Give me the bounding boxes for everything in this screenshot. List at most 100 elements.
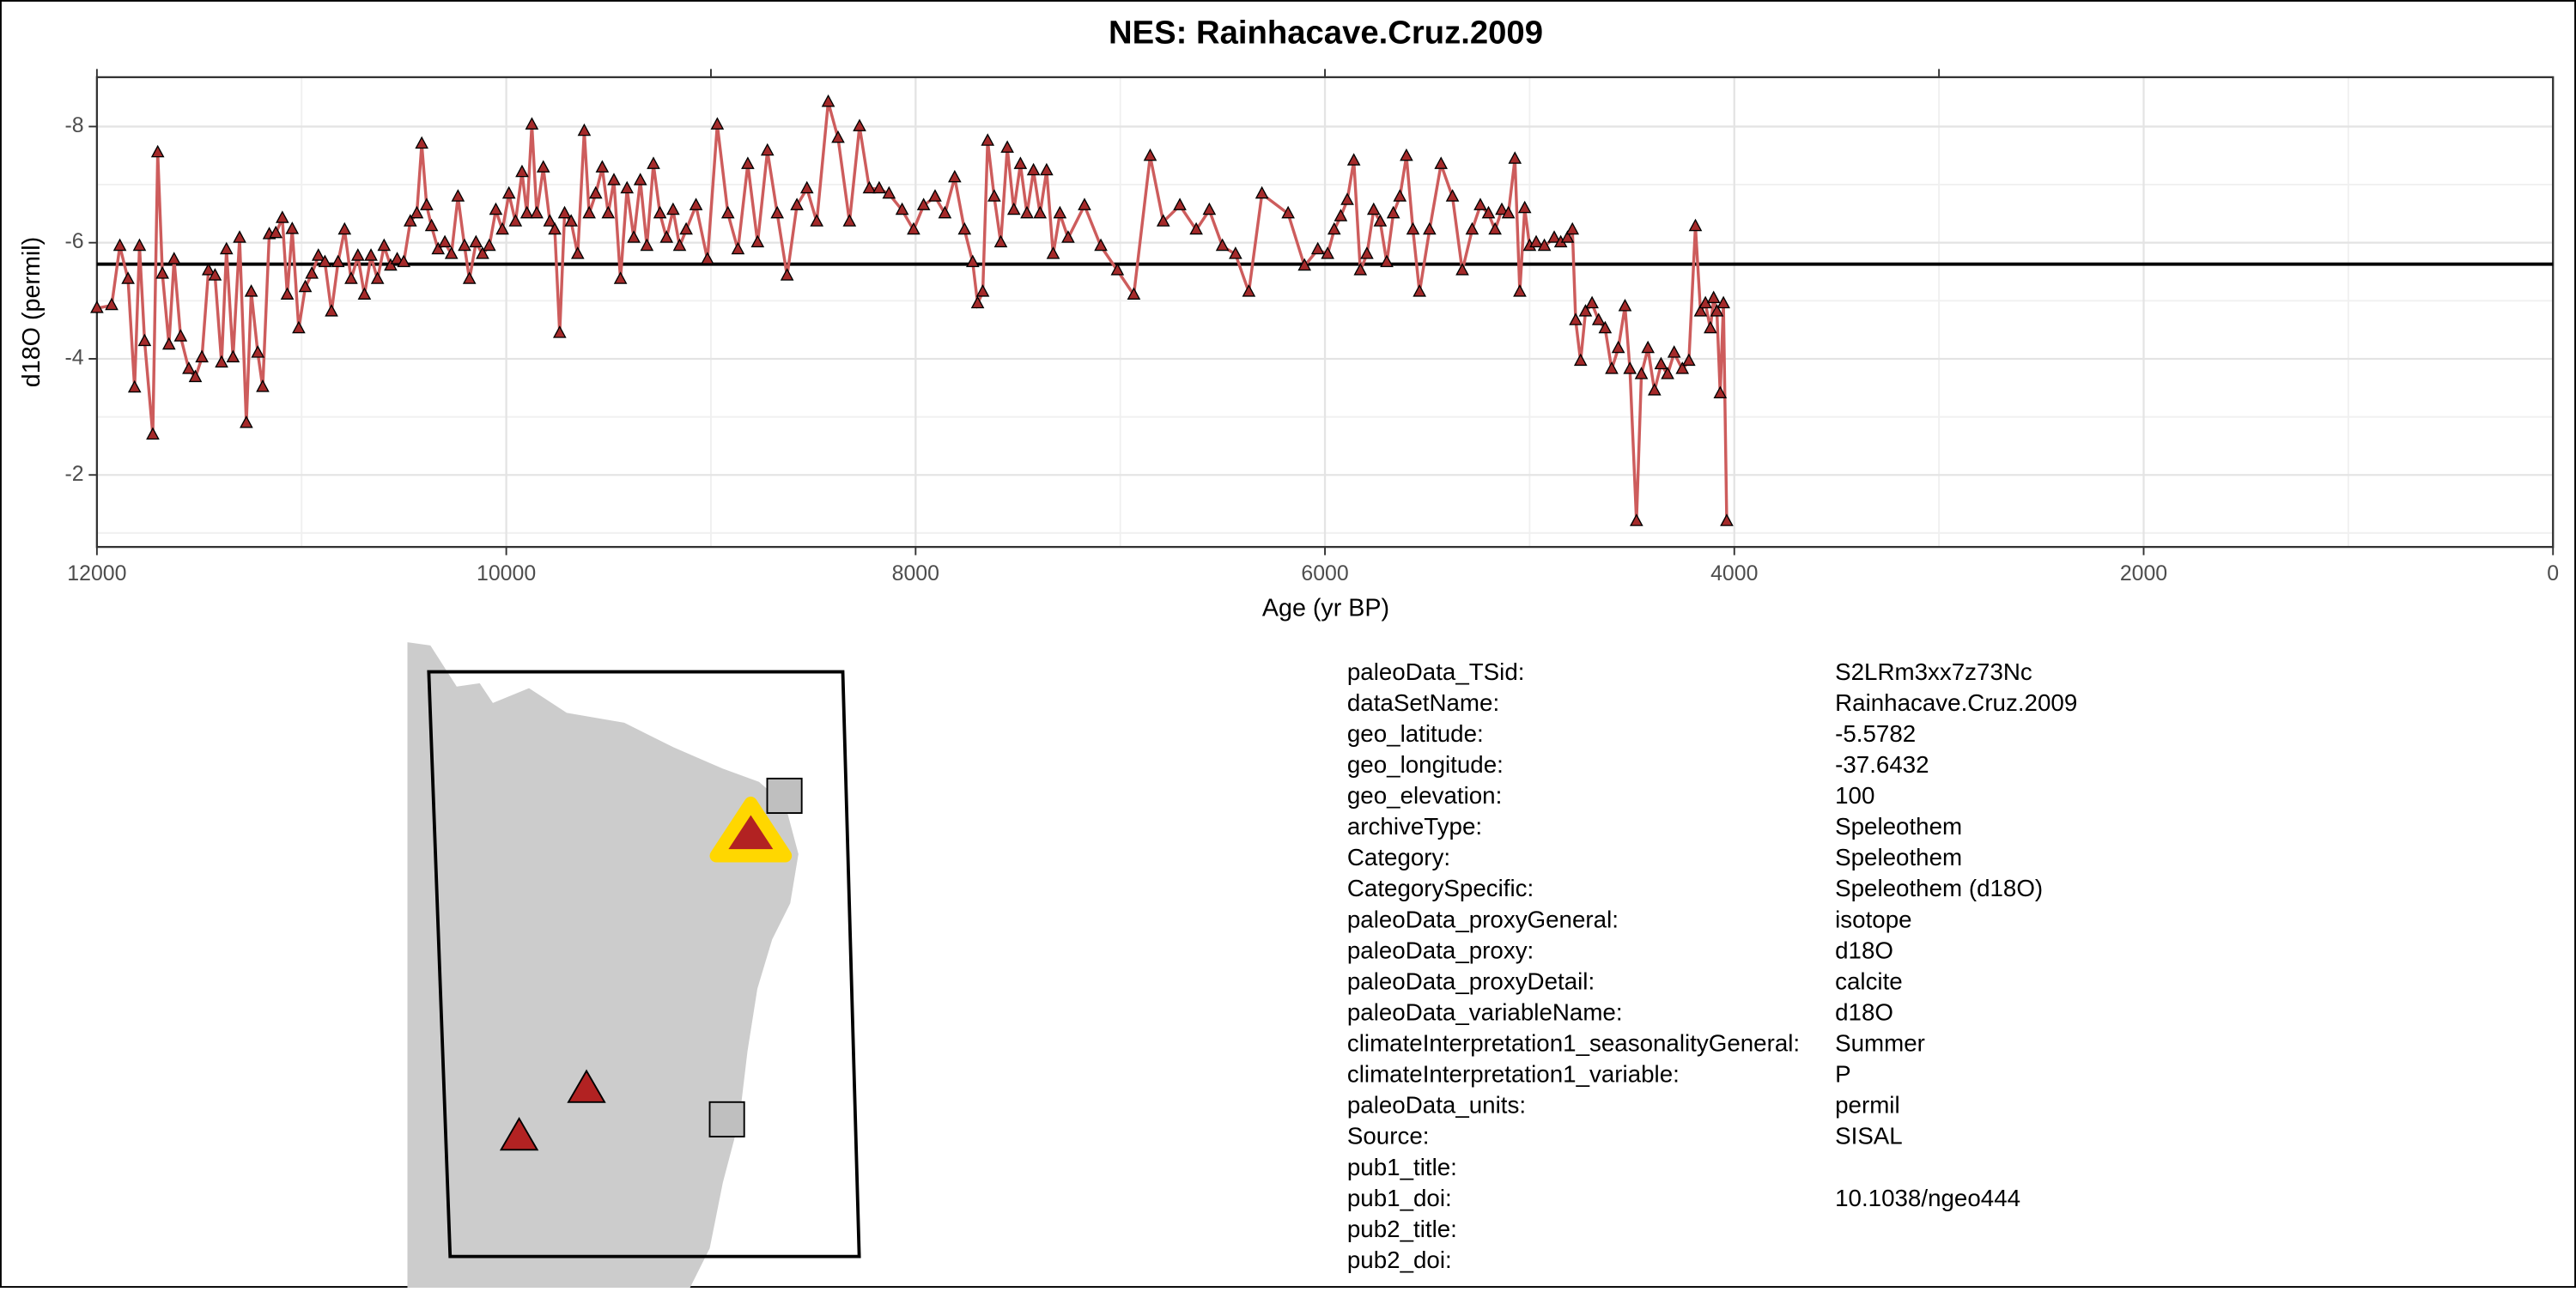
data-point — [907, 221, 920, 235]
data-point — [1078, 197, 1091, 210]
data-point — [1565, 221, 1580, 235]
data-point — [155, 266, 169, 279]
data-point — [1605, 361, 1619, 374]
data-point — [640, 238, 654, 252]
data-point — [543, 214, 557, 227]
data-point — [577, 123, 592, 136]
data-point — [1573, 353, 1588, 367]
data-point — [948, 169, 962, 183]
data-point — [672, 238, 687, 252]
meta-key: pub2_doi: — [1347, 1247, 1452, 1273]
data-point — [325, 304, 338, 317]
data-point — [1495, 202, 1509, 215]
data-point — [508, 214, 523, 227]
data-point — [750, 234, 765, 248]
data-point — [1321, 246, 1334, 259]
data-point — [1529, 234, 1543, 248]
data-point — [1716, 295, 1730, 309]
meta-key: Category: — [1347, 844, 1450, 870]
data-point — [195, 349, 209, 363]
data-point — [292, 320, 306, 334]
x-tick-label: 2000 — [2120, 561, 2167, 585]
meta-value: -5.5782 — [1835, 720, 1916, 747]
site-highlight — [709, 796, 793, 863]
data-point — [1173, 197, 1187, 210]
meta-key: paleoData_units: — [1347, 1092, 1526, 1119]
data-point — [1143, 148, 1157, 161]
land — [407, 642, 799, 1288]
x-tick-label: 12000 — [67, 561, 126, 585]
data-point — [377, 238, 392, 252]
meta-value: Speleothem (d18O) — [1835, 875, 2043, 901]
data-point — [1229, 246, 1242, 259]
meta-value: Rainhacave.Cruz.2009 — [1835, 689, 2077, 716]
data-point — [1675, 361, 1690, 374]
data-point — [105, 297, 118, 311]
data-point — [548, 221, 562, 235]
data-point — [928, 189, 942, 202]
data-point — [431, 241, 446, 255]
data-point — [1202, 202, 1217, 215]
meta-value: 100 — [1835, 782, 1874, 809]
data-point — [146, 427, 160, 440]
data-point — [280, 287, 295, 300]
data-point — [1026, 162, 1041, 176]
data-point — [1373, 214, 1388, 227]
data-point — [305, 266, 319, 279]
data-point — [1473, 197, 1487, 210]
data-point — [515, 164, 529, 178]
data-point — [1423, 221, 1437, 235]
data-point — [1591, 312, 1606, 325]
data-point — [799, 180, 814, 194]
data-point — [1654, 356, 1668, 370]
data-point — [679, 221, 693, 235]
data-point — [1393, 189, 1407, 202]
data-point — [318, 254, 332, 268]
data-point — [701, 252, 714, 264]
meta-key: dataSetName: — [1347, 689, 1499, 716]
data-point — [1334, 209, 1348, 221]
data-point — [167, 252, 181, 264]
data-point — [1667, 345, 1681, 358]
meta-value: Speleothem — [1835, 844, 1962, 870]
data-point — [188, 369, 203, 383]
data-point — [1647, 383, 1662, 396]
site-square — [766, 777, 803, 815]
data-point — [519, 205, 534, 219]
meta-value: Speleothem — [1835, 813, 1962, 840]
site-triangle — [499, 1117, 539, 1151]
data-point — [1445, 189, 1460, 202]
data-point — [240, 415, 253, 428]
data-point — [1618, 299, 1632, 312]
data-point — [251, 345, 265, 358]
data-point — [390, 252, 404, 264]
data-point — [1215, 238, 1230, 252]
data-point — [483, 238, 496, 252]
metadata-table: paleoData_TSid: S2LRm3xx7z73Nc dataSetName… — [1347, 658, 2077, 1273]
data-point — [938, 205, 952, 219]
data-point — [1481, 205, 1496, 219]
data-point — [244, 284, 258, 297]
meta-key: paleoData_proxy: — [1347, 937, 1534, 963]
y-tick-label: -6 — [64, 229, 83, 253]
data-point — [666, 202, 680, 215]
data-point — [872, 180, 886, 194]
data-point — [1682, 353, 1696, 367]
data-point — [1281, 205, 1295, 219]
data-point — [821, 94, 835, 107]
meta-key: pub1_doi: — [1347, 1185, 1452, 1211]
data-point — [1020, 205, 1034, 219]
meta-key: archiveType: — [1347, 813, 1482, 840]
meta-key: paleoData_proxyGeneral: — [1347, 906, 1619, 932]
data-point — [842, 214, 857, 227]
data-point — [1242, 284, 1256, 297]
data-point — [1434, 156, 1449, 169]
data-point — [476, 246, 489, 259]
data-point — [595, 160, 610, 173]
data-point — [501, 185, 516, 199]
data-point — [256, 379, 270, 392]
meta-key: climateInterpretation1_seasonalityGenera… — [1347, 1030, 1800, 1057]
meta-key: geo_elevation: — [1347, 782, 1502, 809]
